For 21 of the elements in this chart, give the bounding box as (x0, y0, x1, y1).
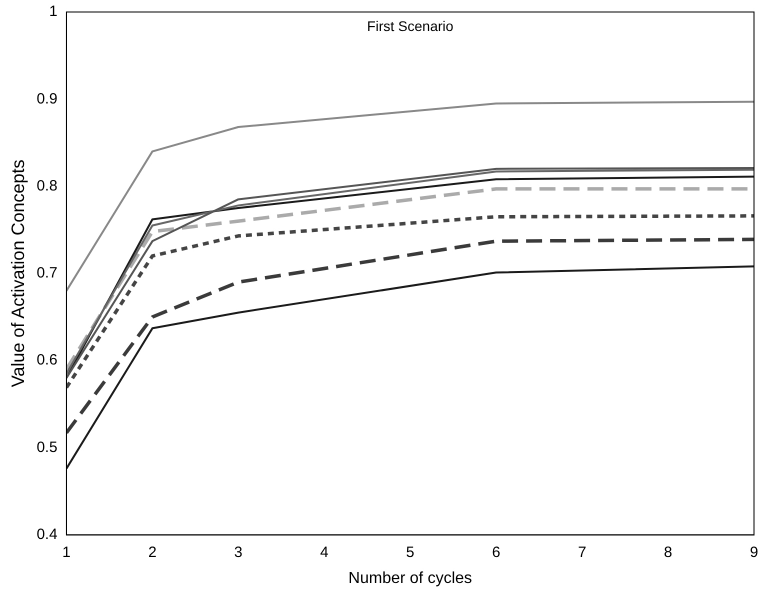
line-series (66, 214, 754, 390)
x-tick-label: 1 (62, 544, 71, 561)
y-tick-label: 0.6 (36, 352, 58, 369)
x-tick-label: 6 (492, 544, 500, 561)
x-tick-label: 7 (578, 544, 586, 561)
x-tick-label: 8 (664, 544, 672, 561)
y-tick-label: 1 (49, 3, 58, 20)
x-axis-title: Number of cycles (348, 570, 472, 587)
y-tick-label: 0.7 (36, 264, 58, 282)
line-series (66, 238, 754, 435)
y-tick-label: 0.5 (36, 438, 58, 456)
text: First Scenario (367, 18, 454, 34)
x-tick-label: 3 (234, 544, 243, 561)
y-axis-title: Value of Activation Concepts (8, 159, 28, 388)
x-tick-label: 9 (750, 544, 758, 561)
x-tick-label: 5 (406, 544, 414, 561)
x-tick-label: 4 (320, 544, 328, 561)
y-tick-label: 0.8 (36, 177, 58, 194)
y-tick-label: 0.9 (36, 90, 58, 108)
y-tick-label: 0.4 (36, 526, 58, 543)
x-tick-label: 2 (148, 544, 157, 561)
